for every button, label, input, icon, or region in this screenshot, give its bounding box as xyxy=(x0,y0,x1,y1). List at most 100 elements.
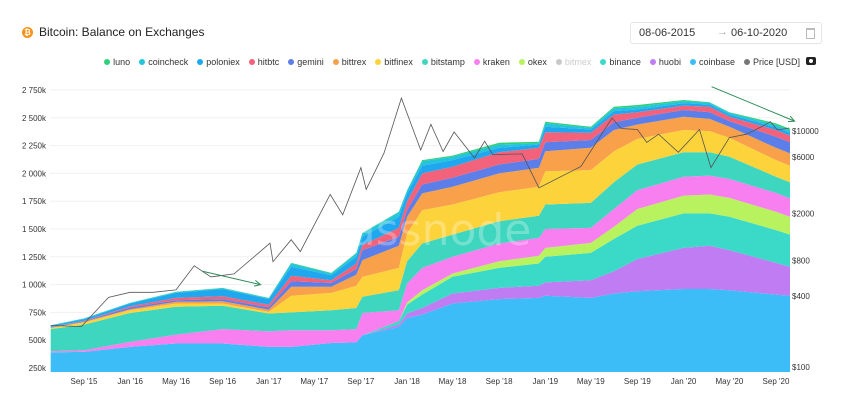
legend-dot-icon xyxy=(649,59,656,65)
legend-dot-icon xyxy=(288,59,295,65)
chart-title-text: Bitcoin: Balance on Exchanges xyxy=(39,25,205,39)
legend-dot-icon xyxy=(197,59,204,65)
legend-dot-icon xyxy=(375,59,382,65)
y-right-tick-label: $6000 xyxy=(792,153,815,162)
legend-item-okex[interactable]: okex xyxy=(518,57,547,67)
legend-label: Price [USD] xyxy=(752,57,800,67)
start-date-input[interactable]: 08-06-2015 xyxy=(639,27,696,39)
x-tick-label: May '16 xyxy=(162,377,190,386)
legend-dot-icon xyxy=(104,59,111,65)
camera-icon[interactable] xyxy=(806,57,816,65)
y-left-tick-label: 250k xyxy=(29,364,47,373)
date-range-picker[interactable]: 08-06-2015 → 06-10-2020 xyxy=(630,22,822,44)
legend-item-binance[interactable]: binance xyxy=(600,57,641,67)
legend-item-coinbase[interactable]: coinbase xyxy=(689,57,735,67)
x-tick-label: Sep '15 xyxy=(71,377,98,386)
annotation-arrow xyxy=(711,86,795,121)
legend-item-bitstamp[interactable]: bitstamp xyxy=(421,57,465,67)
x-tick-label: Sep '17 xyxy=(347,377,374,386)
area-bitstamp xyxy=(50,152,790,352)
y-left-tick-label: 2 000k xyxy=(22,169,47,178)
legend-dot-icon xyxy=(518,59,525,65)
annotation-arrow xyxy=(202,270,261,284)
watermark: glassnode xyxy=(309,205,532,256)
legend-label: okex xyxy=(527,57,547,67)
x-tick-label: Jan '18 xyxy=(394,377,420,386)
area-okex xyxy=(50,194,790,353)
legend-label: huobi xyxy=(658,57,681,67)
legend-item-price[interactable]: Price [USD] xyxy=(743,57,800,67)
calendar-icon[interactable] xyxy=(806,28,815,39)
legend-label: poloniex xyxy=(206,57,240,67)
area-bitfinex xyxy=(50,130,790,330)
legend-label: coinbase xyxy=(698,57,735,67)
legend-dot-icon xyxy=(248,59,255,65)
legend-label: coincheck xyxy=(148,57,189,67)
x-tick-label: Sep '19 xyxy=(624,377,651,386)
legend-item-bitmex[interactable]: bitmex xyxy=(555,57,592,67)
y-left-tick-label: 1 000k xyxy=(22,281,47,290)
x-tick-label: Sep '18 xyxy=(486,377,513,386)
legend-item-coincheck[interactable]: coincheck xyxy=(139,57,188,67)
x-tick-label: Sep '16 xyxy=(209,377,236,386)
legend-label: hitbtc xyxy=(257,57,280,67)
legend-label: luno xyxy=(113,57,131,67)
legend-dot-icon xyxy=(139,59,146,65)
x-tick-label: May '20 xyxy=(716,377,744,386)
end-date-input[interactable]: 06-10-2020 xyxy=(731,27,788,39)
y-left-tick-label: 1 750k xyxy=(22,197,47,206)
x-tick-label: Jan '19 xyxy=(533,377,559,386)
bitcoin-icon: ₿ xyxy=(22,26,33,38)
legend-label: gemini xyxy=(297,57,324,67)
legend-item-kraken[interactable]: kraken xyxy=(473,57,510,67)
legend-label: bitstamp xyxy=(430,57,465,67)
x-tick-label: May '17 xyxy=(300,377,328,386)
y-left-tick-label: 1 250k xyxy=(22,253,47,262)
legend-dot-icon xyxy=(743,59,750,65)
legend-label: binance xyxy=(609,57,641,67)
y-left-tick-label: 500k xyxy=(29,336,47,345)
x-tick-label: May '19 xyxy=(577,377,605,386)
x-tick-label: May '18 xyxy=(439,377,467,386)
y-left-tick-label: 1 500k xyxy=(22,225,47,234)
area-binance xyxy=(50,213,790,353)
legend-item-bitfinex[interactable]: bitfinex xyxy=(375,57,413,67)
y-right-tick-label: $10000 xyxy=(792,127,819,136)
legend-label: kraken xyxy=(482,57,510,67)
y-right-tick-label: $400 xyxy=(792,292,810,301)
legend-dot-icon xyxy=(332,59,339,65)
legend-label: bitmex xyxy=(564,57,592,67)
y-right-tick-label: $100 xyxy=(792,363,810,372)
legend-item-bittrex[interactable]: bittrex xyxy=(332,57,367,67)
x-tick-label: Sep '20 xyxy=(763,377,790,386)
stacked-areas xyxy=(50,100,790,372)
legend-dot-icon xyxy=(600,59,607,65)
legend-dot-icon xyxy=(555,59,562,65)
legend-item-hitbtc[interactable]: hitbtc xyxy=(248,57,280,67)
legend-item-huobi[interactable]: huobi xyxy=(649,57,681,67)
legend-item-gemini[interactable]: gemini xyxy=(288,57,324,67)
x-tick-label: Jan '20 xyxy=(671,377,697,386)
legend-dot-icon xyxy=(473,59,480,65)
y-left-tick-label: 750k xyxy=(29,308,47,317)
y-right-tick-label: $800 xyxy=(792,256,810,265)
legend-item-poloniex[interactable]: poloniex xyxy=(197,57,240,67)
legend-item-luno[interactable]: luno xyxy=(104,57,130,67)
area-coinbase xyxy=(50,289,790,372)
legend: luno coincheck poloniex hitbtc gemini bittrex… xyxy=(104,57,800,67)
area-huobi xyxy=(50,245,790,353)
y-left-tick-label: 2 500k xyxy=(22,114,47,123)
legend-label: bittrex xyxy=(341,57,367,67)
x-tick-label: Jan '17 xyxy=(256,377,282,386)
legend-dot-icon xyxy=(689,59,696,65)
y-left-tick-label: 2 250k xyxy=(22,142,47,151)
x-tick-label: Jan '16 xyxy=(117,377,143,386)
legend-label: bitfinex xyxy=(384,57,413,67)
y-left-tick-label: 2 750k xyxy=(22,86,47,95)
area-kraken xyxy=(50,175,790,353)
price-line xyxy=(50,96,790,328)
y-right-tick-label: $2000 xyxy=(792,209,815,218)
legend-dot-icon xyxy=(421,59,428,65)
arrow-right-icon: → xyxy=(717,26,728,38)
